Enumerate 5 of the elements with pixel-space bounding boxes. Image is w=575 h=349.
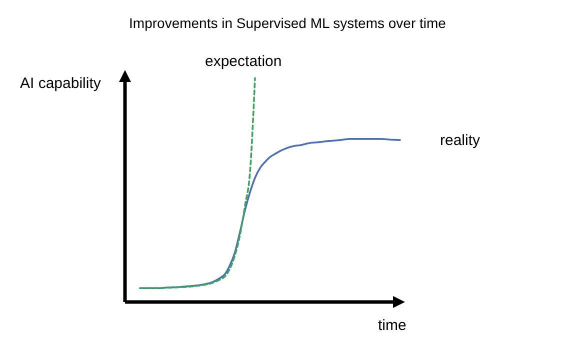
text: reality	[440, 132, 481, 150]
x-axis-title: time	[378, 317, 406, 334]
series-label: expectation	[205, 53, 282, 70]
chart-title: Improvements in Supervised ML systems over time	[129, 15, 446, 31]
y-axis-title: AI capability	[20, 75, 102, 92]
